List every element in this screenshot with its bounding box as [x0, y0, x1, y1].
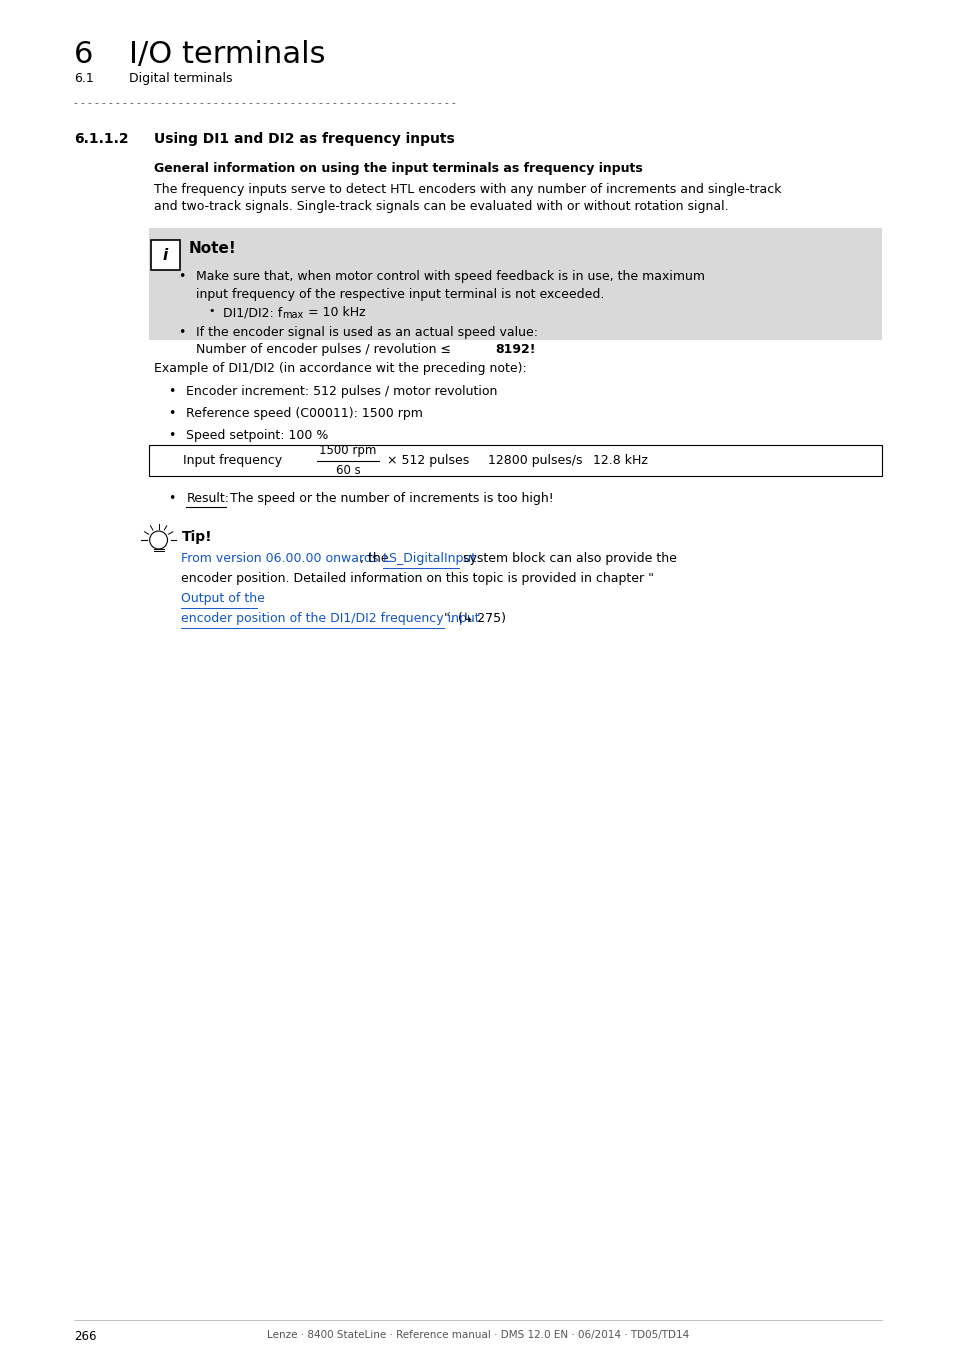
Text: 266: 266: [74, 1330, 97, 1343]
Text: , the: , the: [359, 552, 392, 566]
Text: Output of the: Output of the: [181, 593, 265, 605]
Text: •: •: [178, 270, 186, 284]
Text: encoder position of the DI1/DI2 frequency input: encoder position of the DI1/DI2 frequenc…: [181, 612, 479, 625]
Text: 1500 rpm: 1500 rpm: [319, 444, 376, 456]
Text: Using DI1 and DI2 as frequency inputs: Using DI1 and DI2 as frequency inputs: [153, 132, 454, 146]
FancyBboxPatch shape: [149, 446, 882, 477]
Text: If the encoder signal is used as an actual speed value:: If the encoder signal is used as an actu…: [196, 325, 537, 339]
Text: input frequency of the respective input terminal is not exceeded.: input frequency of the respective input …: [196, 288, 604, 301]
Text: 6.1: 6.1: [74, 72, 94, 85]
Text: I/O terminals: I/O terminals: [129, 40, 325, 69]
Text: Input frequency: Input frequency: [183, 454, 282, 467]
Text: DI1/DI2: f: DI1/DI2: f: [223, 306, 282, 319]
Text: •: •: [169, 491, 175, 505]
Text: The speed or the number of increments is too high!: The speed or the number of increments is…: [226, 491, 553, 505]
Text: system block can also provide the: system block can also provide the: [458, 552, 676, 566]
Text: Note!: Note!: [188, 242, 235, 256]
Text: Lenze · 8400 StateLine · Reference manual · DMS 12.0 EN · 06/2014 · TD05/TD14: Lenze · 8400 StateLine · Reference manua…: [267, 1330, 689, 1341]
Text: •: •: [169, 406, 175, 420]
Text: Make sure that, when motor control with speed feedback is in use, the maximum: Make sure that, when motor control with …: [196, 270, 704, 284]
Text: 12.8 kHz: 12.8 kHz: [592, 454, 647, 467]
Text: ". (↳ 275): ". (↳ 275): [444, 612, 506, 625]
Text: Tip!: Tip!: [181, 531, 212, 544]
Text: i: i: [163, 248, 168, 263]
Text: max: max: [282, 310, 303, 320]
Text: Example of DI1/DI2 (in accordance wit the preceding note):: Example of DI1/DI2 (in accordance wit th…: [153, 362, 526, 375]
Text: •: •: [178, 325, 186, 339]
Text: The frequency inputs serve to detect HTL encoders with any number of increments : The frequency inputs serve to detect HTL…: [153, 184, 781, 196]
Text: Encoder increment: 512 pulses / motor revolution: Encoder increment: 512 pulses / motor re…: [186, 385, 497, 398]
Text: From version 06.00.00 onwards: From version 06.00.00 onwards: [181, 552, 378, 566]
Text: Speed setpoint: 100 %: Speed setpoint: 100 %: [186, 429, 329, 441]
Text: Digital terminals: Digital terminals: [129, 72, 233, 85]
Text: 6.1.1.2: 6.1.1.2: [74, 132, 129, 146]
FancyBboxPatch shape: [149, 228, 882, 340]
FancyBboxPatch shape: [151, 240, 180, 270]
Text: 8192!: 8192!: [496, 343, 536, 356]
Text: 6: 6: [74, 40, 93, 69]
Text: × 512 pulses: × 512 pulses: [386, 454, 468, 467]
Text: LS_DigitalInput: LS_DigitalInput: [382, 552, 476, 566]
Text: General information on using the input terminals as frequency inputs: General information on using the input t…: [153, 162, 641, 176]
Text: = 10 kHz: = 10 kHz: [304, 306, 366, 319]
Text: •: •: [208, 306, 214, 316]
Text: Result:: Result:: [186, 491, 229, 505]
Text: encoder position. Detailed information on this topic is provided in chapter ": encoder position. Detailed information o…: [181, 572, 654, 585]
Text: Number of encoder pulses / revolution ≤: Number of encoder pulses / revolution ≤: [196, 343, 455, 356]
Text: •: •: [169, 385, 175, 398]
Text: 60 s: 60 s: [335, 464, 360, 478]
Text: 12800 pulses/s: 12800 pulses/s: [487, 454, 581, 467]
Circle shape: [150, 531, 168, 549]
Text: - - - - - - - - - - - - - - - - - - - - - - - - - - - - - - - - - - - - - - - - : - - - - - - - - - - - - - - - - - - - - …: [74, 99, 458, 108]
Text: and two-track signals. Single-track signals can be evaluated with or without rot: and two-track signals. Single-track sign…: [153, 200, 727, 213]
Text: •: •: [169, 429, 175, 441]
Text: Reference speed (C00011): 1500 rpm: Reference speed (C00011): 1500 rpm: [186, 406, 423, 420]
